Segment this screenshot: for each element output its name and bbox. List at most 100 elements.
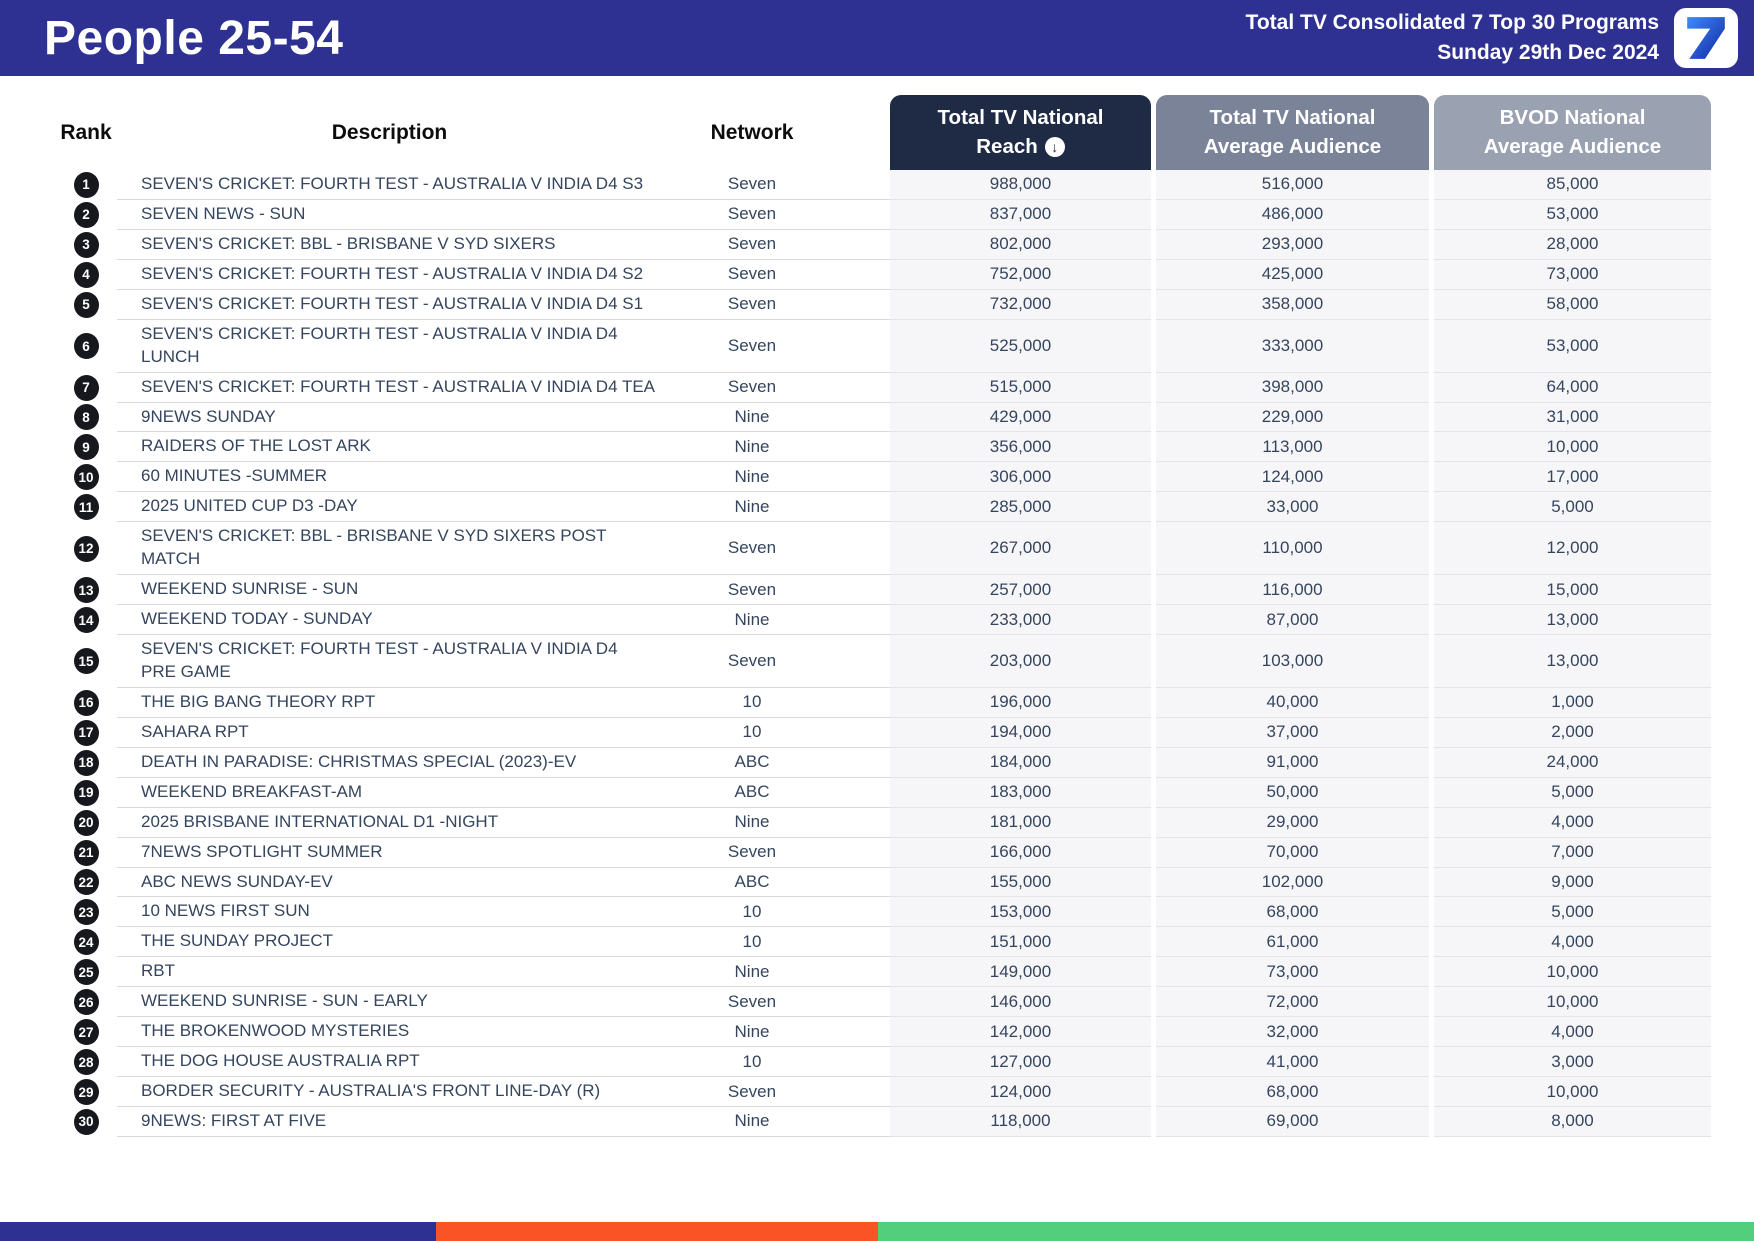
program-description: 9NEWS SUNDAY bbox=[117, 403, 662, 433]
table-row: 14 WEEKEND TODAY - SUNDAY Nine 233,000 8… bbox=[55, 605, 1711, 635]
table-row: 13 WEEKEND SUNRISE - SUN Seven 257,000 1… bbox=[55, 575, 1711, 606]
network-name: Nine bbox=[662, 1017, 842, 1048]
program-description: SEVEN'S CRICKET: FOURTH TEST - AUSTRALIA… bbox=[117, 320, 662, 373]
network-name: ABC bbox=[662, 868, 842, 898]
avg-audience-value: 116,000 bbox=[1156, 575, 1429, 606]
reach-value: 118,000 bbox=[890, 1107, 1151, 1137]
program-description: DEATH IN PARADISE: CHRISTMAS SPECIAL (20… bbox=[117, 748, 662, 778]
avg-audience-value: 72,000 bbox=[1156, 987, 1429, 1018]
avg-audience-value: 69,000 bbox=[1156, 1107, 1429, 1137]
reach-value: 267,000 bbox=[890, 522, 1151, 576]
avg-audience-value: 68,000 bbox=[1156, 897, 1429, 928]
rank-badge: 25 bbox=[73, 959, 99, 986]
bvod-audience-value: 4,000 bbox=[1434, 927, 1711, 958]
avg-audience-value: 103,000 bbox=[1156, 635, 1429, 688]
bvod-audience-value: 28,000 bbox=[1434, 229, 1711, 260]
program-description: SEVEN NEWS - SUN bbox=[117, 200, 662, 230]
rank-badge: 7 bbox=[73, 374, 99, 401]
network-name: Nine bbox=[662, 403, 842, 433]
bvod-audience-value: 24,000 bbox=[1434, 747, 1711, 778]
avg-audience-value: 110,000 bbox=[1156, 522, 1429, 576]
network-name: Seven bbox=[662, 170, 842, 200]
rank-badge: 12 bbox=[73, 535, 99, 562]
avg-audience-value: 91,000 bbox=[1156, 747, 1429, 778]
program-description: 10 NEWS FIRST SUN bbox=[117, 897, 662, 928]
bvod-audience-value: 9,000 bbox=[1434, 867, 1711, 898]
table-row: 24 THE SUNDAY PROJECT 10 151,000 61,000 … bbox=[55, 927, 1711, 958]
network-name: ABC bbox=[662, 778, 842, 808]
rank-badge: 10 bbox=[73, 464, 99, 491]
program-description: SEVEN'S CRICKET: BBL - BRISBANE V SYD SI… bbox=[117, 230, 662, 260]
table-row: 21 7NEWS SPOTLIGHT SUMMER Seven 166,000 … bbox=[55, 837, 1711, 868]
bvod-audience-value: 2,000 bbox=[1434, 717, 1711, 748]
avg-audience-value: 333,000 bbox=[1156, 319, 1429, 373]
bvod-audience-value: 53,000 bbox=[1434, 319, 1711, 373]
program-description: SEVEN'S CRICKET: FOURTH TEST - AUSTRALIA… bbox=[117, 260, 662, 290]
table-row: 8 9NEWS SUNDAY Nine 429,000 229,000 31,0… bbox=[55, 402, 1711, 433]
reach-value: 183,000 bbox=[890, 777, 1151, 808]
column-header-rank: Rank bbox=[60, 120, 112, 144]
reach-value: 146,000 bbox=[890, 987, 1151, 1018]
report-subtitle: Total TV Consolidated 7 Top 30 Programs … bbox=[1246, 8, 1659, 68]
program-description: RBT bbox=[117, 957, 662, 988]
page-title: People 25-54 bbox=[44, 11, 344, 65]
bvod-audience-value: 85,000 bbox=[1434, 170, 1711, 200]
reach-value: 166,000 bbox=[890, 837, 1151, 868]
column-header-total-tv-reach[interactable]: Total TV National Reach ↓ bbox=[890, 95, 1151, 170]
avg-audience-value: 68,000 bbox=[1156, 1077, 1429, 1107]
stripe-orange-segment bbox=[436, 1222, 878, 1241]
table-row: 1 SEVEN'S CRICKET: FOURTH TEST - AUSTRAL… bbox=[55, 170, 1711, 200]
table-row: 18 DEATH IN PARADISE: CHRISTMAS SPECIAL … bbox=[55, 747, 1711, 778]
reach-value: 149,000 bbox=[890, 957, 1151, 988]
program-description: 7NEWS SPOTLIGHT SUMMER bbox=[117, 838, 662, 868]
rank-badge: 23 bbox=[73, 899, 99, 926]
rank-badge: 15 bbox=[73, 648, 99, 675]
table-row: 4 SEVEN'S CRICKET: FOURTH TEST - AUSTRAL… bbox=[55, 259, 1711, 290]
program-description: THE BROKENWOOD MYSTERIES bbox=[117, 1017, 662, 1048]
reach-value: 515,000 bbox=[890, 372, 1151, 403]
table-body: 1 SEVEN'S CRICKET: FOURTH TEST - AUSTRAL… bbox=[55, 170, 1711, 1137]
reach-value: 525,000 bbox=[890, 319, 1151, 373]
reach-value: 203,000 bbox=[890, 635, 1151, 688]
report-date: Sunday 29th Dec 2024 bbox=[1437, 41, 1659, 64]
bvod-audience-value: 1,000 bbox=[1434, 687, 1711, 718]
program-description: ABC NEWS SUNDAY-EV bbox=[117, 868, 662, 898]
program-description: 2025 BRISBANE INTERNATIONAL D1 -NIGHT bbox=[117, 808, 662, 838]
program-description: 9NEWS: FIRST AT FIVE bbox=[117, 1107, 662, 1137]
program-description: WEEKEND SUNRISE - SUN bbox=[117, 575, 662, 606]
column-header-description: Description bbox=[331, 120, 448, 144]
reach-value: 194,000 bbox=[890, 717, 1151, 748]
program-description: WEEKEND TODAY - SUNDAY bbox=[117, 605, 662, 635]
table-row: 25 RBT Nine 149,000 73,000 10,000 bbox=[55, 957, 1711, 988]
avg-audience-value: 33,000 bbox=[1156, 492, 1429, 523]
avg-audience-value: 87,000 bbox=[1156, 605, 1429, 635]
reach-value: 837,000 bbox=[890, 199, 1151, 230]
avg-audience-value: 398,000 bbox=[1156, 372, 1429, 403]
bvod-audience-value: 4,000 bbox=[1434, 1017, 1711, 1048]
table-row: 3 SEVEN'S CRICKET: BBL - BRISBANE V SYD … bbox=[55, 229, 1711, 260]
reach-value: 184,000 bbox=[890, 747, 1151, 778]
rank-badge: 1 bbox=[73, 171, 99, 198]
rank-badge: 27 bbox=[73, 1019, 99, 1046]
bvod-audience-value: 58,000 bbox=[1434, 289, 1711, 320]
reach-value: 127,000 bbox=[890, 1047, 1151, 1078]
avg-audience-value: 229,000 bbox=[1156, 402, 1429, 433]
avg-audience-value: 70,000 bbox=[1156, 837, 1429, 868]
bvod-audience-value: 10,000 bbox=[1434, 432, 1711, 463]
table-row: 19 WEEKEND BREAKFAST-AM ABC 183,000 50,0… bbox=[55, 777, 1711, 808]
network-name: Seven bbox=[662, 1077, 842, 1107]
bvod-audience-value: 64,000 bbox=[1434, 372, 1711, 403]
bvod-audience-value: 17,000 bbox=[1434, 462, 1711, 493]
network-name: Seven bbox=[662, 290, 842, 320]
rank-badge: 2 bbox=[73, 201, 99, 228]
avg-audience-value: 124,000 bbox=[1156, 462, 1429, 493]
network-name: Seven bbox=[662, 635, 842, 688]
reach-value: 732,000 bbox=[890, 289, 1151, 320]
network-name: Seven bbox=[662, 373, 842, 403]
rank-badge: 21 bbox=[73, 839, 99, 866]
avg-audience-value: 73,000 bbox=[1156, 957, 1429, 988]
rank-badge: 5 bbox=[73, 291, 99, 318]
network-name: Nine bbox=[662, 1107, 842, 1137]
reach-value: 257,000 bbox=[890, 575, 1151, 606]
seven-network-logo bbox=[1674, 8, 1738, 68]
